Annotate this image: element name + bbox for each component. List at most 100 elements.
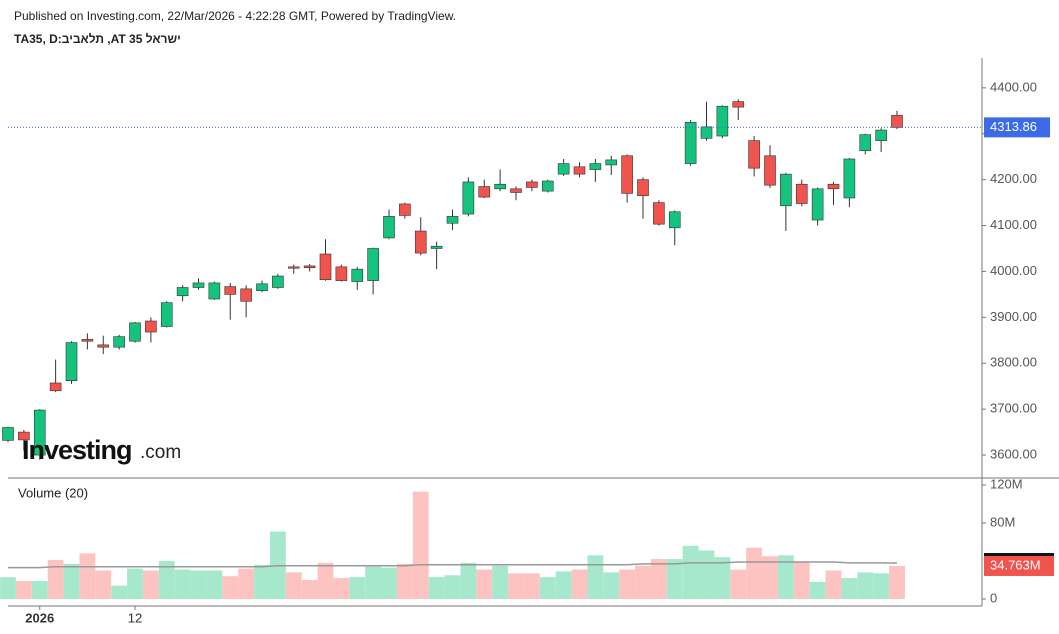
- candle-body: [700, 126, 713, 139]
- candle-body: [18, 431, 30, 441]
- candle-body: [780, 173, 792, 207]
- y-tick-label: 4000.00: [990, 263, 1037, 278]
- candle-body: [843, 158, 856, 199]
- candle-body: [748, 140, 760, 169]
- volume-bar: [777, 555, 794, 599]
- y-tick-label: 3800.00: [990, 355, 1037, 370]
- volume-bar: [476, 569, 493, 599]
- volume-bar: [0, 577, 16, 599]
- candle-body: [383, 216, 395, 239]
- volume-value-box: [984, 555, 1054, 576]
- volume-bar: [523, 573, 540, 599]
- y-tick-label: 4200.00: [990, 171, 1037, 186]
- volume-bar: [63, 563, 80, 599]
- candle-body: [573, 166, 586, 175]
- candle-body: [589, 163, 602, 170]
- volume-bar: [571, 569, 588, 599]
- candle-body: [33, 409, 46, 456]
- volume-bar: [95, 570, 112, 599]
- volume-bar: [825, 570, 842, 599]
- candle-body: [65, 342, 78, 381]
- volume-bar: [444, 575, 461, 599]
- candle-body: [653, 202, 665, 225]
- candle-body: [97, 344, 110, 348]
- y-tick-label: 3600.00: [990, 446, 1037, 461]
- candle-body: [319, 253, 332, 281]
- chart-title: TA35, D:ביבאלת ,AT 35 לארשי: [14, 32, 181, 46]
- volume-ma-line: [8, 561, 898, 569]
- volume-bar: [587, 555, 604, 599]
- candle-body: [414, 230, 427, 254]
- candle-body: [2, 427, 14, 441]
- volume-bar: [793, 561, 810, 599]
- candle-body: [208, 282, 221, 300]
- volume-bar: [47, 560, 64, 599]
- x-tick-label: 12: [128, 610, 142, 625]
- volume-bar: [698, 550, 715, 599]
- candle-body: [113, 336, 125, 348]
- volume-bar: [365, 566, 382, 599]
- candle-body: [430, 245, 443, 249]
- volume-bar: [317, 562, 334, 599]
- watermark-domain: .com: [140, 442, 181, 463]
- volume-bar: [841, 578, 858, 599]
- candle-body: [795, 183, 808, 204]
- candle-body: [764, 155, 776, 186]
- volume-bar: [111, 585, 128, 599]
- candle-body: [351, 268, 364, 282]
- candle-body: [240, 288, 252, 302]
- y-tick-label: 3900.00: [990, 309, 1037, 324]
- candle-body: [605, 159, 618, 166]
- volume-bar: [174, 569, 191, 599]
- candle-body: [399, 203, 411, 216]
- candle-body: [557, 163, 570, 175]
- candle-body: [621, 155, 633, 194]
- candle-body: [272, 275, 284, 288]
- candle-body: [160, 302, 173, 327]
- volume-bar: [206, 570, 223, 599]
- y-tick-label: 4100.00: [990, 217, 1037, 232]
- plot: [0, 99, 905, 599]
- volume-bar: [809, 581, 826, 599]
- candle-body: [716, 105, 729, 137]
- volume-bar: [508, 573, 524, 599]
- volume-bar: [349, 577, 366, 599]
- volume-bar: [492, 565, 509, 599]
- candle-body: [891, 115, 903, 128]
- candle-body: [510, 188, 522, 193]
- candle-body: [859, 134, 872, 152]
- volume-bar: [396, 563, 413, 599]
- candle-body: [145, 320, 157, 333]
- x-tick-label: 2026: [25, 610, 54, 625]
- candle-body: [256, 283, 268, 292]
- volume-bar: [730, 569, 747, 599]
- volume-bar: [301, 579, 318, 599]
- volume-bar: [15, 580, 32, 599]
- volume-bar: [31, 580, 48, 599]
- volume-tick-label: 0: [990, 590, 997, 605]
- candle-body: [81, 339, 94, 342]
- volume-bar: [460, 562, 477, 599]
- volume-bar: [412, 491, 429, 599]
- last-price-label: 4313.86: [990, 119, 1037, 134]
- candle-body: [462, 181, 475, 215]
- published-note: Published on Investing.com, 22/Mar/2026 …: [14, 9, 456, 23]
- candle-body: [303, 265, 316, 269]
- volume-tick-label: 120M: [990, 476, 1023, 491]
- volume-tick-label: 80M: [990, 514, 1015, 529]
- volume-bar: [666, 559, 683, 599]
- volume-bar: [190, 570, 207, 599]
- volume-bar: [158, 560, 175, 599]
- candle-body: [335, 266, 348, 281]
- candle-body: [129, 322, 141, 342]
- candle-body: [446, 216, 459, 224]
- volume-bar: [428, 577, 445, 599]
- volume-bar: [381, 567, 397, 599]
- candle-body: [526, 181, 538, 188]
- candle-body: [478, 186, 491, 198]
- volume-bar: [857, 572, 874, 599]
- volume-bar: [682, 545, 699, 599]
- volume-bar: [714, 557, 731, 599]
- volume-bar: [333, 578, 350, 599]
